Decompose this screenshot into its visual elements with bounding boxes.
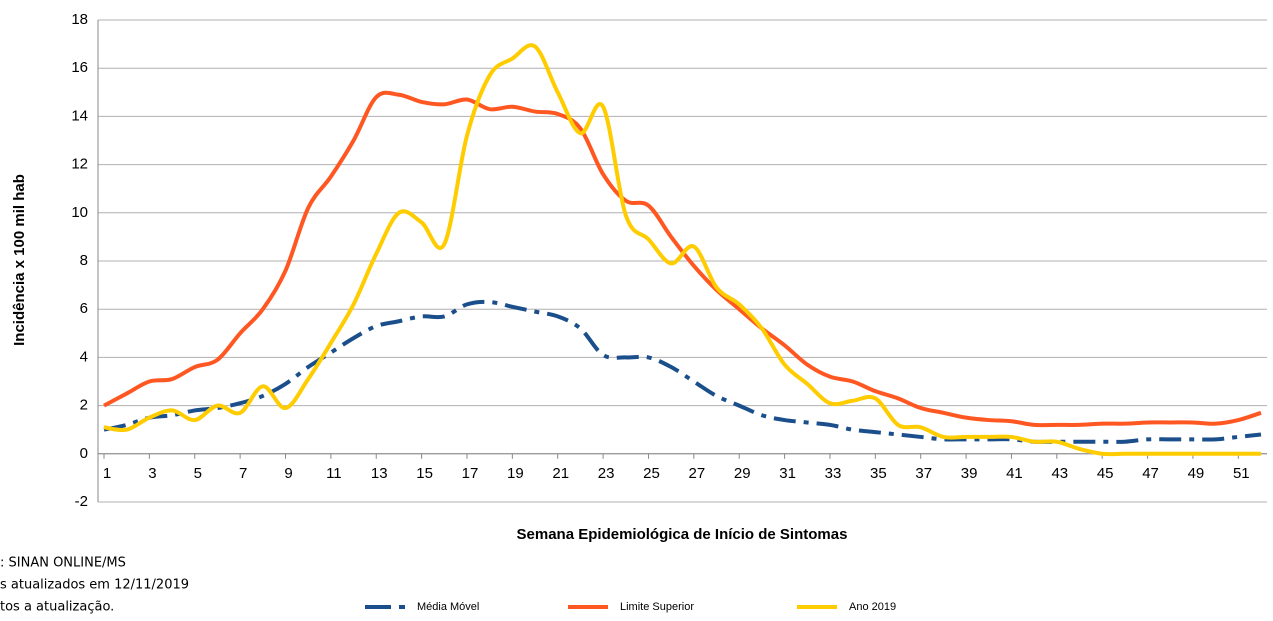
y-tick-label: 0 [80,445,88,462]
source-note: : SINAN ONLINE/MS [0,556,126,571]
x-tick-label: 9 [284,465,292,482]
x-tick-label: 37 [915,465,932,482]
y-tick-label: 6 [80,300,88,317]
y-tick-label: 4 [80,348,88,365]
series-line [103,90,1262,428]
y-axis-title: Incidência x 100 mil hab [11,174,28,346]
x-tick-label: 49 [1188,465,1205,482]
x-tick-label: 23 [598,465,615,482]
x-tick-label: 7 [239,465,247,482]
x-tick-label: 19 [507,465,524,482]
x-tick-label: 45 [1097,465,1114,482]
x-tick-label: 51 [1233,465,1250,482]
y-tick-label: 14 [71,107,88,124]
x-tick-label: 43 [1051,465,1068,482]
series-line [103,299,1262,444]
x-tick-label: 47 [1142,465,1159,482]
x-tick-label: 41 [1006,465,1023,482]
y-tick-label: 16 [71,59,88,76]
legend-label: Ano 2019 [849,601,896,613]
legend-label: Limite Superior [620,601,694,613]
source-note: tos a atualização. [0,600,114,615]
y-tick-label: 12 [71,156,88,173]
x-tick-label: 5 [194,465,202,482]
x-tick-label: 27 [688,465,705,482]
x-tick-label: 39 [961,465,978,482]
x-tick-label: 31 [779,465,796,482]
source-note: s atualizados em 12/11/2019 [0,578,189,593]
y-tick-label: 18 [71,11,88,28]
x-tick-label: 11 [326,465,342,482]
y-tick-label: 10 [71,204,88,221]
x-tick-label: 13 [371,465,388,482]
x-tick-label: 29 [734,465,751,482]
x-axis-title: Semana Epidemiológica de Início de Sinto… [517,526,848,543]
y-tick-label: 8 [80,252,88,269]
series-line [103,43,1261,457]
x-tick-label: 3 [148,465,156,482]
x-tick-label: 33 [825,465,842,482]
x-tick-label: 35 [870,465,887,482]
legend-label: Média Móvel [417,601,479,613]
x-tick-label: 15 [416,465,433,482]
y-tick-label: 2 [80,397,88,414]
x-tick-label: 21 [552,465,569,482]
x-tick-label: 1 [103,465,111,482]
x-tick-label: 25 [643,465,660,482]
x-tick-label: 17 [462,465,479,482]
y-tick-label: -2 [75,493,88,510]
